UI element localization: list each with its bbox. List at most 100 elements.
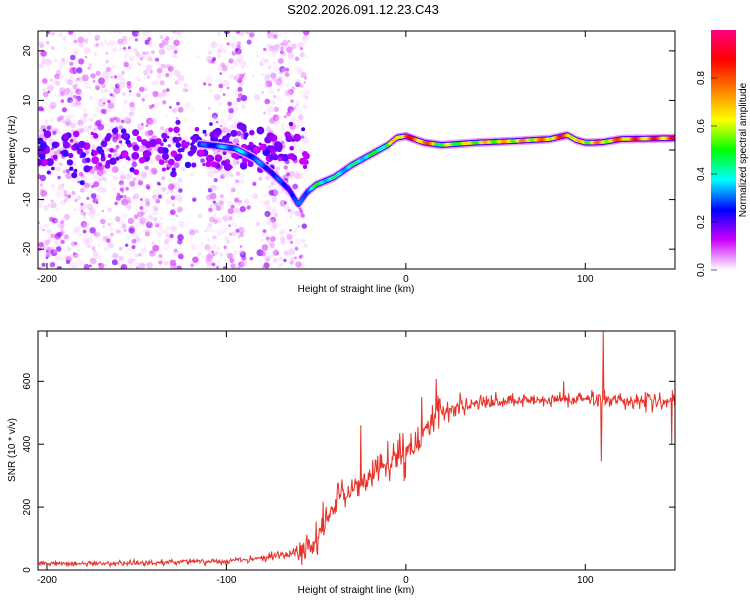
spectrogram-noise-cell — [305, 244, 308, 247]
spectrogram-noise-cell — [141, 125, 144, 128]
spectrogram-noise-cell — [154, 80, 159, 85]
spectrogram-noise-cell — [128, 218, 134, 224]
spectrogram-noise-cell — [233, 250, 239, 256]
spectrogram-noise-cell — [230, 43, 233, 46]
spectrogram-noise-cell — [215, 251, 219, 255]
spectrogram-noise-cell — [268, 154, 274, 160]
spectrogram-noise-cell — [65, 92, 69, 96]
spectrogram-noise-cell — [238, 55, 244, 61]
spectrogram-noise-cell — [259, 61, 264, 66]
spectrogram-noise-cell — [132, 245, 136, 249]
spectrogram-noise-cell — [85, 56, 88, 59]
spectrogram-noise-cell — [159, 48, 166, 55]
spectrogram-noise-cell — [42, 229, 44, 231]
spectrogram-noise-cell — [111, 86, 115, 90]
spectrogram-noise-cell — [70, 139, 74, 143]
spectrogram-noise-cell — [278, 58, 284, 64]
spectrogram-noise-cell — [93, 174, 98, 179]
spectrogram-noise-cell — [60, 184, 64, 188]
snr-y-label: SNR (10 * v/v) — [7, 418, 18, 482]
spectrogram-noise-cell — [67, 79, 73, 85]
spectrogram-noise-cell — [144, 166, 149, 171]
spectrogram-noise-cell — [44, 130, 52, 138]
spectrogram-noise-cell — [113, 30, 117, 34]
spectrogram-noise-cell — [88, 184, 91, 187]
spectrogram-noise-cell — [266, 219, 272, 225]
spectrogram-noise-cell — [279, 257, 283, 261]
snr-y-tick-label: 600 — [22, 373, 33, 390]
spectrogram-y-tick-label: -20 — [22, 242, 33, 257]
spectrogram-noise-cell — [42, 263, 46, 267]
spectrogram-noise-cell — [234, 77, 237, 80]
spectrogram-noise-cell — [124, 116, 130, 122]
spectrogram-noise-cell — [158, 183, 161, 186]
spectrogram-noise-cell — [228, 224, 231, 227]
spectrogram-noise-cell — [102, 210, 105, 213]
spectrogram-noise-cell — [55, 129, 61, 135]
spectrogram-noise-cell — [176, 215, 179, 218]
spectrogram-noise-cell — [88, 245, 91, 248]
spectrogram-noise-cell — [155, 58, 159, 62]
spectrogram-noise-cell — [290, 99, 294, 103]
spectrogram-noise-cell — [260, 200, 264, 204]
spectrogram-noise-cell — [69, 75, 74, 80]
spectrogram-noise-cell — [71, 191, 75, 195]
spectrogram-noise-cell — [162, 153, 169, 160]
spectrogram-noise-cell — [130, 167, 135, 172]
spectrogram-noise-cell — [121, 264, 128, 271]
spectrogram-noise-cell — [161, 64, 166, 69]
spectrogram-noise-cell — [158, 194, 162, 198]
spectrogram-noise-cell — [55, 166, 61, 172]
spectrogram-noise-cell — [78, 37, 85, 44]
spectrogram-noise-cell — [217, 155, 222, 160]
spectrogram-noise-cell — [263, 48, 266, 51]
spectrogram-noise-cell — [89, 265, 92, 268]
spectrogram-noise-cell — [145, 141, 152, 148]
spectrogram-noise-cell — [229, 233, 232, 236]
spectrogram-noise-cell — [95, 120, 101, 126]
colorbar-label: Normalized spectral amplitude — [738, 82, 749, 217]
spectrogram-noise-cell — [177, 177, 182, 182]
spectrogram-noise-cell — [104, 89, 107, 92]
spectrogram-noise-cell — [285, 68, 289, 72]
spectrogram-noise-cell — [206, 194, 212, 200]
spectrogram-noise-cell — [93, 80, 96, 83]
spectrogram-noise-cell — [46, 105, 52, 111]
spectrogram-noise-cell — [116, 229, 120, 233]
spectrogram-noise-cell — [238, 215, 240, 217]
spectrogram-noise-cell — [168, 159, 175, 166]
spectrogram-noise-cell — [141, 133, 145, 137]
spectrogram-noise-cell — [222, 215, 228, 221]
spectrogram-noise-cell — [274, 107, 279, 112]
spectrogram-noise-cell — [290, 241, 293, 244]
spectrogram-noise-cell — [221, 47, 227, 53]
spectrogram-noise-cell — [228, 208, 234, 214]
spectrogram-noise-cell — [190, 173, 193, 176]
spectrogram-noise-cell — [292, 117, 298, 123]
spectrogram-noise-cell — [217, 49, 222, 54]
spectrogram-noise-cell — [271, 207, 277, 213]
spectrogram-noise-cell — [284, 165, 288, 169]
spectrogram-noise-cell — [125, 244, 128, 247]
spectrogram-noise-cell — [149, 159, 155, 165]
spectrogram-noise-cell — [66, 260, 70, 264]
spectrogram-noise-cell — [96, 43, 99, 46]
spectrogram-noise-cell — [51, 200, 54, 203]
spectrogram-noise-cell — [53, 249, 57, 253]
spectrogram-noise-cell — [71, 91, 74, 94]
spectrogram-noise-cell — [147, 37, 151, 41]
spectrogram-noise-cell — [91, 132, 94, 135]
spectrogram-noise-cell — [279, 34, 282, 37]
spectrogram-noise-cell — [253, 194, 258, 199]
spectrogram-noise-cell — [51, 46, 55, 50]
spectrogram-noise-cell — [217, 54, 222, 59]
spectrogram-noise-cell — [78, 149, 82, 153]
spectrogram-noise-cell — [64, 214, 67, 217]
spectrogram-noise-cell — [206, 225, 212, 231]
spectrogram-noise-cell — [97, 169, 104, 176]
spectrogram-noise-cell — [177, 207, 183, 213]
spectrogram-noise-cell — [63, 133, 69, 139]
spectrogram-noise-cell — [299, 254, 303, 258]
spectrogram-noise-cell — [165, 114, 168, 117]
spectrogram-noise-cell — [139, 87, 144, 92]
